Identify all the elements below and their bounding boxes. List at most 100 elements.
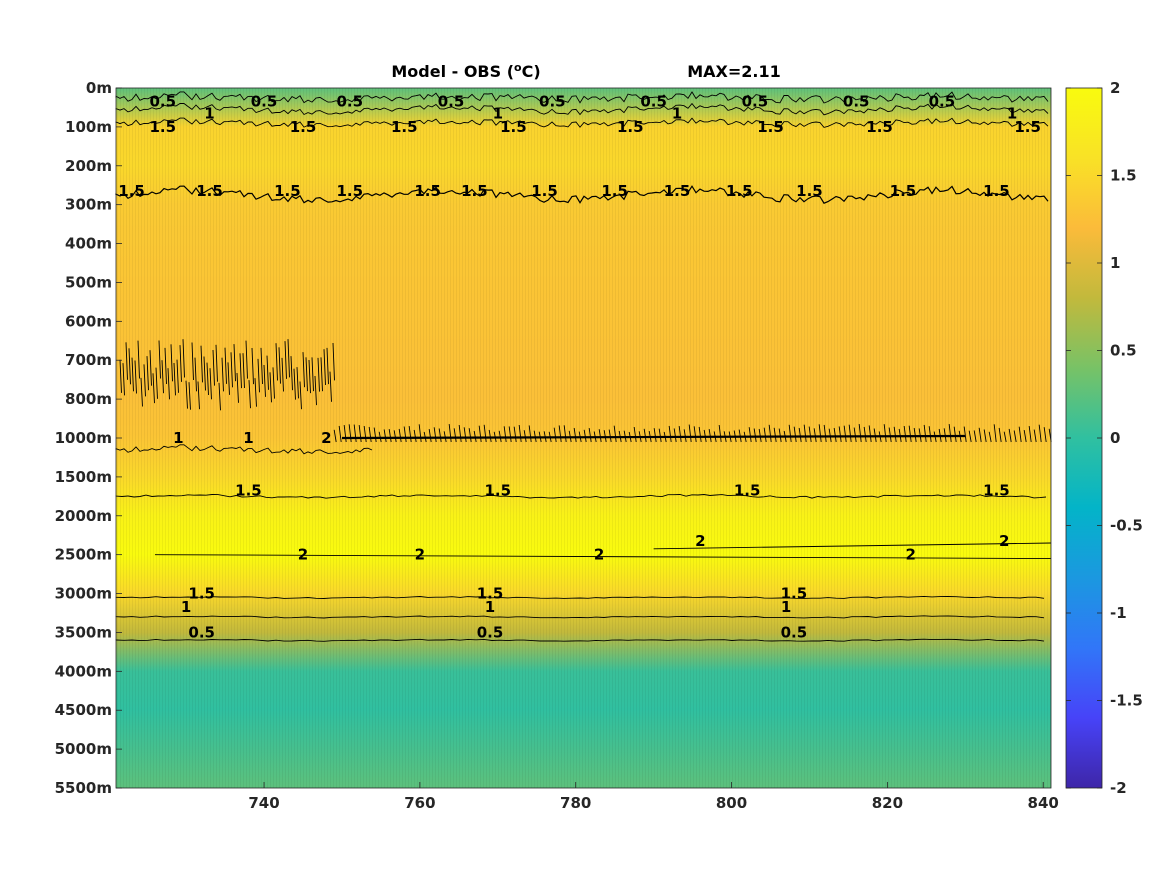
- contour-label: 1.5: [118, 182, 145, 200]
- contour-label: 2: [695, 532, 705, 550]
- y-tick-label: 800m: [65, 390, 112, 408]
- y-tick-label: 2500m: [55, 546, 112, 564]
- x-tick-label: 740: [248, 794, 279, 812]
- colorbar-tick-label: -0.5: [1110, 517, 1143, 535]
- contour-label: 1.5: [983, 182, 1010, 200]
- contour-label: 0.5: [742, 93, 769, 111]
- colorbar-tick-label: 1.5: [1110, 167, 1137, 185]
- contour-label: 0.5: [149, 93, 176, 111]
- colorbar-ticks: 2 1.5 1 0.5 0 -0.5 -1 -1.5 -2: [1066, 79, 1143, 797]
- contour-label: 2: [415, 546, 425, 564]
- contour-label: 1.5: [531, 182, 558, 200]
- x-tick-label: 800: [716, 794, 747, 812]
- contour-label: 0.5: [781, 623, 808, 641]
- contour-label: 1.5: [866, 118, 893, 136]
- plot-area: 0.5 0.5 0.5 0.5 0.5 0.5 0.5 0.5 0.51 1 1 11.5 1.5 1.5…: [115, 87, 1052, 789]
- contour-label: 2: [298, 546, 308, 564]
- contour-label: 1.5: [336, 182, 363, 200]
- colorbar-fill: [1065, 87, 1103, 789]
- contour-label: 0.5: [640, 93, 667, 111]
- contour-lines: [115, 91, 1052, 642]
- contour-line: [115, 444, 373, 455]
- contour-labels: 0.5 0.5 0.5 0.5 0.5 0.5 0.5 0.5 0.51 1 1 11.5 1.5 1.5…: [118, 93, 1041, 642]
- y-tick-label: 400m: [65, 235, 112, 253]
- contour-label: 2: [594, 546, 604, 564]
- colorbar-tick-label: 1: [1110, 254, 1120, 272]
- y-tick-label: 1000m: [55, 429, 112, 447]
- contour-label: 1.5: [796, 182, 823, 200]
- contour-label: 1.5: [274, 182, 301, 200]
- contour-line: [115, 102, 1049, 116]
- contour-line: [115, 595, 1045, 599]
- contour-label: 1.5: [188, 585, 215, 603]
- contour-label: 2: [999, 532, 1009, 550]
- colorbar: 2 1.5 1 0.5 0 -0.5 -1 -1.5 -2: [1065, 79, 1143, 797]
- contour-label: 1.5: [734, 482, 761, 500]
- max-annotation: MAX=2.11: [687, 62, 781, 81]
- y-axis: 0m 100m 200m 300m 400m 500m 600m 700m 800m 1000m 1…: [55, 79, 122, 797]
- contour-line: [653, 542, 1052, 550]
- contour-label: 0.5: [188, 623, 215, 641]
- y-tick-label: 200m: [65, 157, 112, 175]
- contour-label: 1.5: [726, 182, 753, 200]
- y-tick-label: 0m: [86, 79, 112, 97]
- contour-label: 0.5: [929, 93, 956, 111]
- contour-label: 1.5: [601, 182, 628, 200]
- contour-line: [115, 494, 1047, 499]
- y-tick-label: 500m: [65, 273, 112, 291]
- contour-line: [154, 554, 1052, 560]
- y-tick-label: 4000m: [55, 662, 112, 680]
- x-axis: 740 760 780 800 820 840: [248, 782, 1059, 812]
- contour-label: 1.5: [890, 182, 917, 200]
- contour-label: 0.5: [477, 623, 504, 641]
- chart-title: Model - OBS (oC): [391, 61, 540, 81]
- x-tick-label: 780: [560, 794, 591, 812]
- contour-label: 2: [321, 429, 331, 447]
- contour-label: 1.5: [414, 182, 441, 200]
- contour-label: 0.5: [843, 93, 870, 111]
- contour-label: 1.5: [149, 118, 176, 136]
- contour-label: 1.5: [500, 118, 527, 136]
- contour-label: 1.5: [664, 182, 691, 200]
- contour-label: 1.5: [1014, 118, 1041, 136]
- y-tick-label: 5500m: [55, 779, 112, 797]
- contour-label: 1: [781, 598, 791, 616]
- y-tick-label: 600m: [65, 312, 112, 330]
- contour-label: 1: [181, 598, 191, 616]
- y-tick-label: 100m: [65, 118, 112, 136]
- contour-label: 1: [1007, 104, 1017, 122]
- contour-label: 1.5: [617, 118, 644, 136]
- y-tick-label: 2000m: [55, 507, 112, 525]
- contour-label: 1: [485, 598, 495, 616]
- contour-label: 0.5: [251, 93, 278, 111]
- colorbar-tick-label: -2: [1110, 779, 1127, 797]
- contour-label: 1.5: [391, 118, 418, 136]
- y-tick-label: 3500m: [55, 623, 112, 641]
- contour-label: 1.5: [983, 482, 1010, 500]
- contour-line: [115, 91, 1049, 104]
- colorbar-tick-label: 0: [1110, 429, 1120, 447]
- contour-line: [115, 185, 1049, 204]
- contour-label: 1: [672, 104, 682, 122]
- contour-label: 1.5: [461, 182, 488, 200]
- colorbar-tick-label: 0.5: [1110, 342, 1137, 360]
- contour-label: 1.5: [290, 118, 317, 136]
- colorbar-tick-label: -1.5: [1110, 692, 1143, 710]
- contour-label: 1.5: [477, 585, 504, 603]
- x-tick-label: 760: [404, 794, 435, 812]
- contour-label: 2: [906, 546, 916, 564]
- contour-line: [115, 117, 1049, 128]
- x-tick-label: 840: [1028, 794, 1059, 812]
- contour-label: 0.5: [336, 93, 363, 111]
- colorbar-tick-label: 2: [1110, 79, 1120, 97]
- y-tick-label: 300m: [65, 196, 112, 214]
- y-tick-label: 5000m: [55, 740, 112, 758]
- contour-label: 1.5: [196, 182, 223, 200]
- contour-line: [115, 638, 1045, 642]
- contour-label: 1.5: [757, 118, 784, 136]
- contour-label: 1: [173, 429, 183, 447]
- y-tick-label: 1500m: [55, 468, 112, 486]
- contour-line: [119, 339, 335, 411]
- y-tick-label: 4500m: [55, 701, 112, 719]
